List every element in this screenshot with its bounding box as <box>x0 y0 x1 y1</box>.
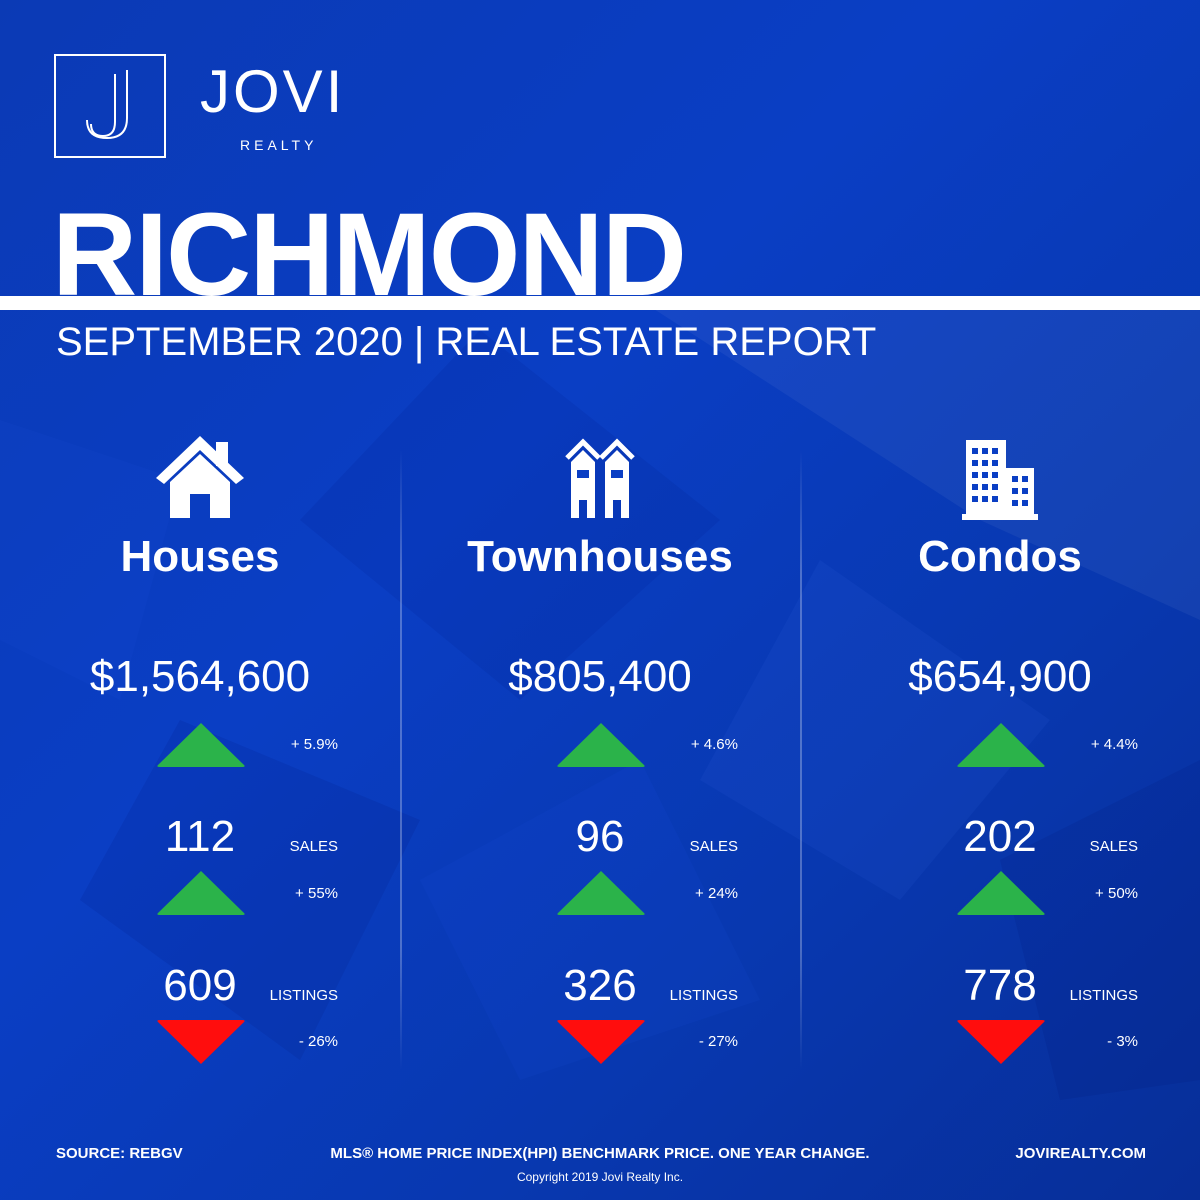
title-underline <box>0 296 1200 310</box>
column-divider <box>800 450 802 1070</box>
townhouse-icon <box>565 438 635 518</box>
logo-mark <box>54 54 166 158</box>
sales-count: 112 <box>164 812 236 861</box>
price-up-arrow-icon <box>957 723 1045 767</box>
listings-change: - 26% <box>298 1033 338 1050</box>
brand-name: JOVI <box>200 58 346 125</box>
column-divider <box>400 450 402 1070</box>
sales-change: + 55% <box>295 885 338 902</box>
listings-count: 326 <box>563 961 637 1010</box>
methodology-note: MLS® HOME PRICE INDEX(HPI) BENCHMARK PRI… <box>330 1145 870 1162</box>
sales-change: + 50% <box>1095 885 1138 902</box>
sales-up-arrow-icon <box>157 871 245 915</box>
sales-label: SALES <box>689 838 738 855</box>
category-townhouses: Townhouses $805,400 + 4.6% 96 SALES + 24… <box>400 430 800 1070</box>
listings-down-arrow-icon <box>157 1020 245 1064</box>
listings-count: 778 <box>963 961 1037 1010</box>
report-subtitle: SEPTEMBER 2020 | REAL ESTATE REPORT <box>56 320 877 364</box>
category-houses: Houses $1,564,600 + 5.9% 112 SALES + 55%… <box>0 430 400 1070</box>
category-title: Condos <box>918 532 1082 581</box>
benchmark-price: $1,564,600 <box>89 652 311 701</box>
price-up-arrow-icon <box>557 723 645 767</box>
category-title: Houses <box>120 532 280 581</box>
sales-count: 96 <box>575 812 625 861</box>
category-title: Townhouses <box>467 532 733 581</box>
condo-building-icon <box>962 440 1038 520</box>
brand-subtitle: REALTY <box>240 137 318 153</box>
sales-label: SALES <box>289 838 338 855</box>
sales-count: 202 <box>963 812 1037 861</box>
listings-label: LISTINGS <box>1069 987 1138 1004</box>
benchmark-price: $805,400 <box>508 652 692 701</box>
price-change: + 4.6% <box>690 736 738 753</box>
price-up-arrow-icon <box>157 723 245 767</box>
website-link[interactable]: JOVIREALTY.COM <box>1015 1145 1146 1162</box>
sales-up-arrow-icon <box>557 871 645 915</box>
price-change: + 5.9% <box>290 736 338 753</box>
sales-change: + 24% <box>695 885 738 902</box>
sales-up-arrow-icon <box>957 871 1045 915</box>
sales-label: SALES <box>1089 838 1138 855</box>
listings-label: LISTINGS <box>269 987 338 1004</box>
listings-label: LISTINGS <box>669 987 738 1004</box>
page-title: RICHMOND <box>52 189 687 321</box>
listings-down-arrow-icon <box>557 1020 645 1064</box>
copyright-notice: Copyright 2019 Jovi Realty Inc. <box>516 1170 684 1184</box>
source-note: SOURCE: REBGV <box>56 1145 183 1162</box>
listings-down-arrow-icon <box>957 1020 1045 1064</box>
price-change: + 4.4% <box>1090 736 1138 753</box>
listings-count: 609 <box>163 961 237 1010</box>
benchmark-price: $654,900 <box>908 652 1092 701</box>
listings-change: - 27% <box>698 1033 738 1050</box>
listings-change: - 3% <box>1107 1033 1138 1050</box>
category-condos: Condos $654,900 + 4.4% 202 SALES + 50% 7… <box>800 430 1200 1070</box>
logo-monogram-icon <box>86 70 128 140</box>
house-icon <box>156 436 244 518</box>
